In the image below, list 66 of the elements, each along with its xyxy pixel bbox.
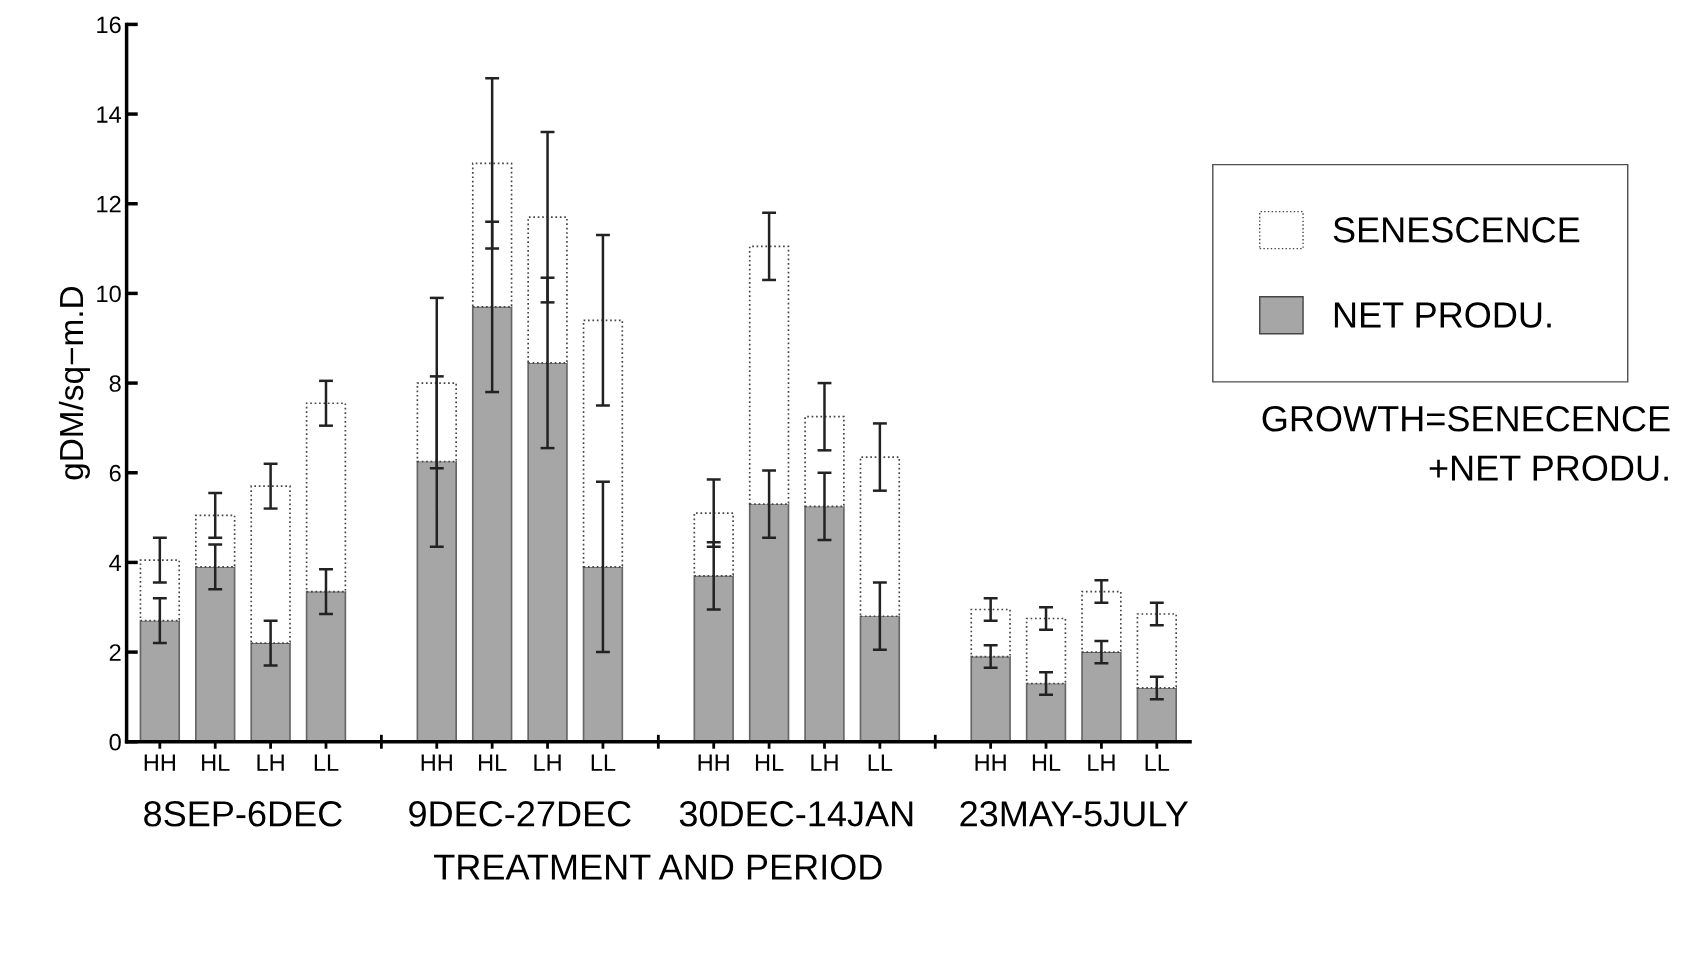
y-tick-label: 6 <box>109 464 121 482</box>
y-tick-label: 16 <box>97 16 121 34</box>
x-tick-label: LH <box>811 754 838 771</box>
x-tick-label: HH <box>421 754 452 771</box>
text: GROWTH=SENECENCE +NET PRODU. <box>1262 405 1670 481</box>
bar <box>416 382 457 463</box>
x-tick-label: HL <box>755 754 784 771</box>
bar <box>471 306 513 742</box>
legend-label: NET PRODU. <box>1334 302 1551 328</box>
bar <box>1136 613 1178 689</box>
bar <box>1136 687 1178 742</box>
x-tick-label: HL <box>479 754 507 771</box>
x-tick-label: LH <box>1088 754 1115 771</box>
bar <box>250 485 291 644</box>
bar <box>471 162 513 308</box>
y-tick-label: 14 <box>97 106 122 123</box>
text: 9DEC-27DEC <box>409 801 631 827</box>
bar <box>194 514 236 568</box>
x-tick-label: LL <box>1145 754 1170 771</box>
bar <box>859 456 901 618</box>
bar <box>859 615 901 742</box>
legend-label: SENESCENCE <box>1333 217 1580 243</box>
x-axis-title: TREATMENT AND PERIOD <box>434 854 882 880</box>
bar <box>1081 590 1122 653</box>
bar <box>1025 617 1067 685</box>
x-tick-label: LL <box>591 754 616 771</box>
x-tick-label: LL <box>314 754 339 771</box>
y-tick-label: 4 <box>109 554 122 571</box>
bar <box>305 402 347 593</box>
bar <box>748 503 790 742</box>
x-tick-label: HH <box>975 754 1006 771</box>
y-tick-label: 8 <box>109 375 121 392</box>
y-tick-label: 0 <box>109 733 121 751</box>
bar <box>970 655 1011 742</box>
text: 23MAY-5JULY <box>960 801 1189 827</box>
y-tick-label: 2 <box>109 644 121 661</box>
y-axis-title: gDM/sq−m.D <box>58 286 90 480</box>
bar <box>416 460 457 742</box>
bar <box>748 245 790 505</box>
text: 8SEP-6DEC <box>144 801 342 827</box>
bar <box>139 559 181 622</box>
x-tick-label: LL <box>868 754 893 771</box>
bar <box>804 415 845 508</box>
bar <box>527 216 568 364</box>
bar <box>527 362 568 742</box>
x-tick-label: HH <box>698 754 729 771</box>
bar <box>970 608 1011 658</box>
x-tick-label: LH <box>534 754 561 771</box>
y-tick-label: 10 <box>97 285 121 303</box>
bar <box>1025 682 1067 742</box>
y-tick-label: 12 <box>97 195 121 213</box>
bar <box>305 590 347 742</box>
bar <box>582 566 624 742</box>
x-tick-label: HL <box>1032 754 1061 771</box>
bar <box>693 575 734 742</box>
bar <box>1081 651 1122 742</box>
bar <box>804 505 845 742</box>
bar <box>139 619 181 742</box>
bar <box>250 642 291 742</box>
x-tick-label: HL <box>202 754 230 771</box>
text: 30DEC-14JAN <box>679 801 913 827</box>
bar <box>194 566 236 742</box>
bar <box>582 319 624 568</box>
bar <box>693 512 734 577</box>
x-tick-label: LH <box>257 754 284 771</box>
x-tick-label: HH <box>144 754 175 771</box>
